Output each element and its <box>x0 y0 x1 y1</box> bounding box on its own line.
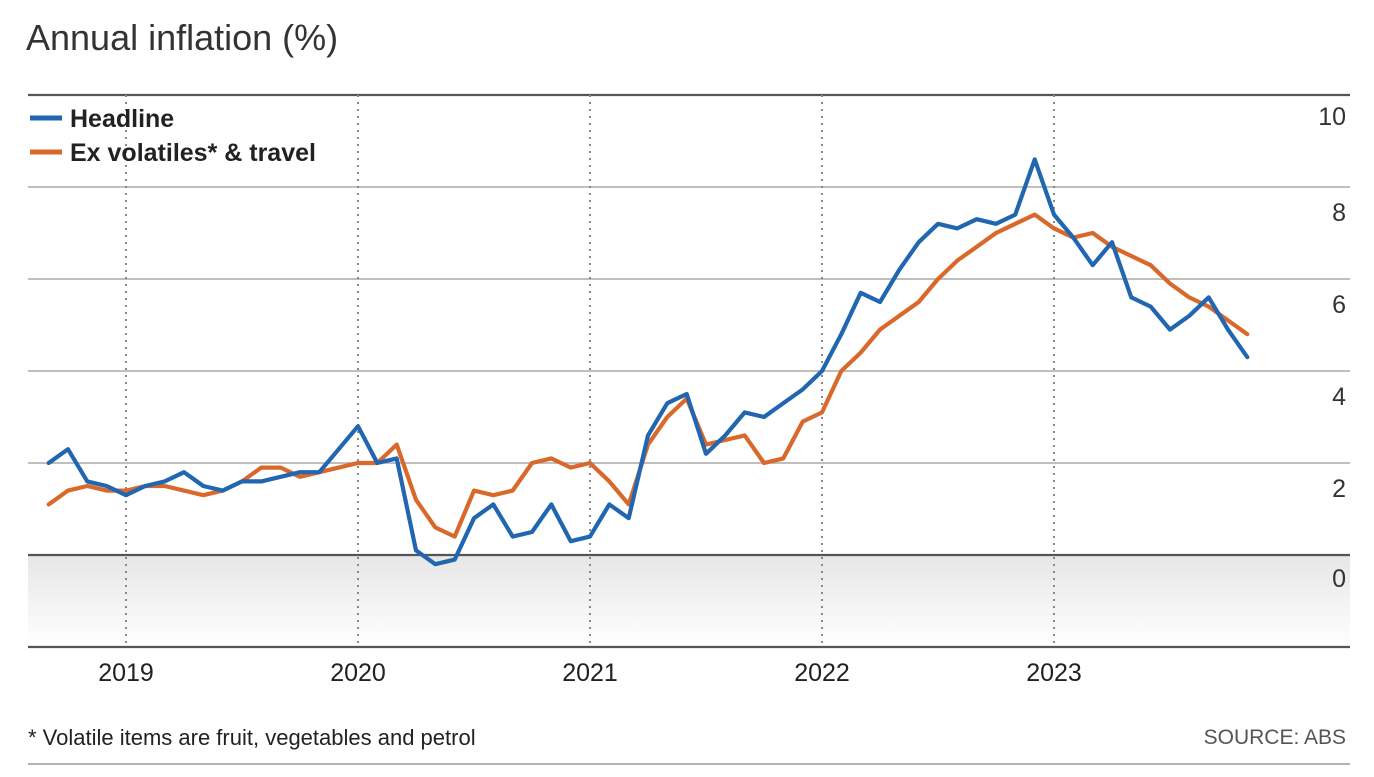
x-tick-label-2020: 2020 <box>330 659 386 687</box>
footnote: * Volatile items are fruit, vegetables a… <box>28 725 476 750</box>
legend: Headline Ex volatiles* & travel <box>30 105 316 167</box>
horizontal-gridlines <box>28 93 1350 649</box>
x-tick-label-2023: 2023 <box>1026 659 1082 687</box>
x-tick-label-2021: 2021 <box>562 659 618 687</box>
x-tick-label-2022: 2022 <box>794 659 850 687</box>
y-tick-label-10: 10 <box>1318 103 1346 131</box>
y-tick-label-2: 2 <box>1332 475 1346 503</box>
vertical-gridlines <box>125 95 1055 647</box>
y-axis-ticks: 0 2 4 6 8 10 <box>1318 103 1346 593</box>
x-tick-label-2019: 2019 <box>98 659 154 687</box>
negative-region-shade <box>28 555 1350 647</box>
y-tick-label-8: 8 <box>1332 199 1346 227</box>
chart-title: Annual inflation (%) <box>26 17 338 58</box>
y-tick-label-6: 6 <box>1332 291 1346 319</box>
series-line-headline <box>46 157 1250 567</box>
legend-label-headline: Headline <box>70 105 174 133</box>
legend-label-ex-volatiles: Ex volatiles* & travel <box>70 139 316 167</box>
x-axis-ticks: 2019 2020 2021 2022 2023 <box>98 659 1082 687</box>
source-note: SOURCE: ABS <box>1204 726 1346 749</box>
y-tick-label-0: 0 <box>1332 565 1346 593</box>
data-series <box>46 157 1250 567</box>
y-tick-label-4: 4 <box>1332 383 1346 411</box>
